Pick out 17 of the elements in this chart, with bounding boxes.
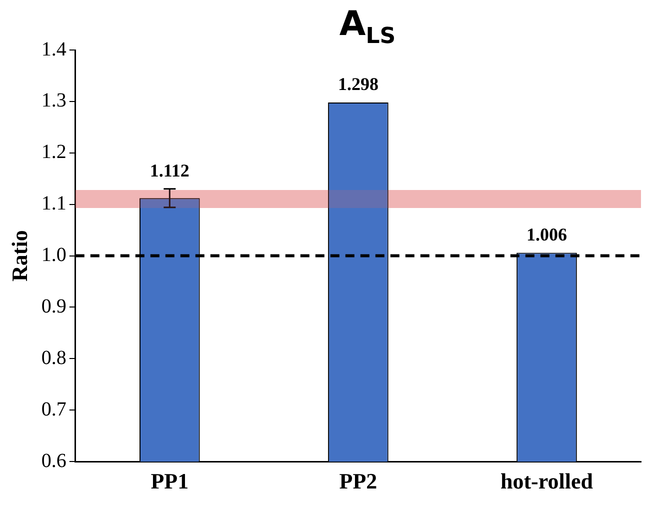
y-tick-label: 1.0 — [41, 244, 66, 266]
data-label: 1.298 — [338, 74, 378, 94]
x-tick-label: hot-rolled — [500, 468, 593, 494]
y-tick-label: 0.7 — [41, 398, 66, 420]
y-tick-label: 1.3 — [41, 90, 66, 112]
y-tick-label: 0.9 — [41, 296, 66, 318]
y-tick-label: 1.4 — [41, 38, 66, 60]
data-label: 1.112 — [150, 160, 190, 181]
data-label: 1.006 — [526, 224, 567, 244]
x-tick-label: PP2 — [339, 468, 378, 494]
y-tick-label: 1.1 — [41, 192, 66, 215]
y-tick-label: 1.2 — [41, 141, 66, 164]
y-tick-label: 0.8 — [41, 346, 66, 369]
y-tick-label: 0.6 — [41, 450, 66, 472]
chart-title: A$_{LS}$ — [338, 4, 397, 49]
y-axis-title: Ratio — [6, 230, 32, 282]
x-tick-label: PP1 — [150, 468, 189, 494]
